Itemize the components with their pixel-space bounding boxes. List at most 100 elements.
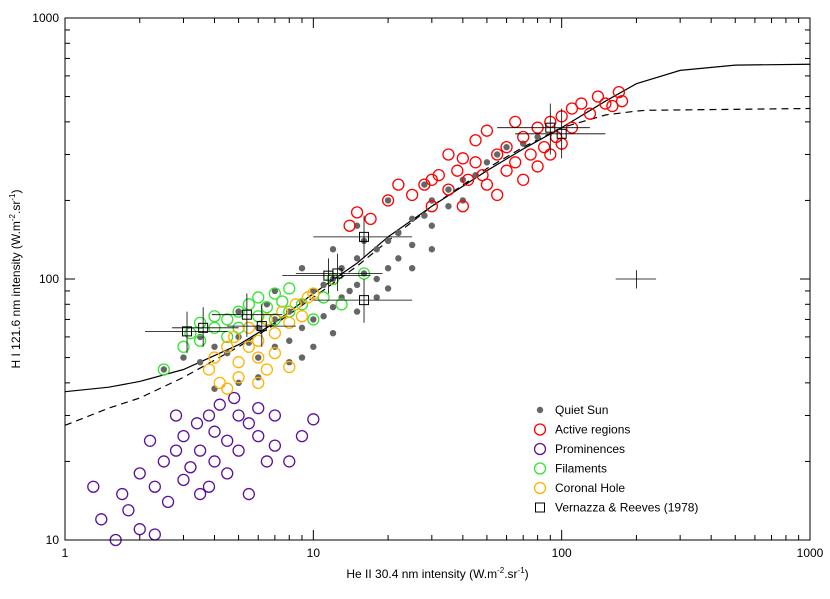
point: [184, 327, 197, 340]
point: [208, 351, 221, 364]
point: [332, 268, 343, 279]
point: [461, 173, 475, 186]
point: [534, 133, 541, 141]
point: [469, 134, 482, 147]
point: [190, 417, 204, 430]
x-tick-label: 1: [62, 546, 69, 560]
point: [256, 321, 267, 332]
point: [169, 444, 183, 457]
point: [329, 303, 337, 311]
point: [283, 360, 296, 374]
point: [193, 334, 207, 347]
point: [213, 398, 226, 411]
point: [143, 434, 157, 447]
point: [122, 504, 135, 517]
point: [283, 316, 296, 329]
legend-label: Quiet Sun: [555, 403, 608, 417]
point: [283, 455, 296, 468]
point: [432, 168, 445, 182]
point: [208, 455, 221, 468]
label-part: He II 30.4 nm intensity (W.m: [346, 567, 497, 581]
point: [177, 429, 190, 443]
point: [211, 343, 218, 350]
point: [252, 351, 265, 364]
legend-label: Filaments: [555, 462, 607, 476]
legend-label: Active regions: [555, 423, 630, 437]
point: [157, 455, 170, 468]
point: [286, 337, 293, 344]
y-tick-label: 1000: [32, 11, 59, 25]
point: [169, 409, 183, 422]
point: [310, 343, 317, 350]
point: [196, 358, 204, 366]
point: [320, 281, 327, 289]
point: [295, 429, 309, 443]
point: [384, 264, 392, 272]
point: [491, 148, 504, 161]
point: [276, 305, 289, 318]
point: [421, 212, 428, 219]
point: [350, 206, 364, 219]
point: [599, 97, 612, 110]
point: [451, 164, 464, 177]
point: [364, 212, 377, 226]
point: [317, 291, 330, 304]
point: [295, 310, 309, 323]
point: [517, 130, 530, 144]
point: [549, 130, 563, 144]
point: [395, 229, 402, 237]
point: [242, 340, 256, 353]
point: [208, 425, 221, 438]
point: [329, 246, 337, 253]
point: [268, 346, 282, 360]
point: [353, 255, 361, 262]
label-part: ): [525, 567, 529, 581]
plot-frame: [64, 17, 811, 541]
point: [252, 429, 265, 443]
point: [208, 310, 221, 323]
point: [359, 231, 370, 242]
point: [193, 444, 207, 457]
point: [255, 324, 262, 332]
point: [615, 95, 629, 108]
y-tick-label: 100: [39, 272, 59, 286]
point: [503, 143, 510, 151]
point: [408, 215, 416, 223]
fit-curve: [64, 107, 811, 426]
point: [228, 391, 241, 405]
legend-label: Prominences: [555, 442, 625, 456]
point: [268, 439, 282, 452]
point: [180, 354, 187, 361]
point: [583, 107, 597, 120]
point: [359, 295, 370, 306]
point: [373, 246, 380, 253]
point: [408, 264, 416, 272]
point: [242, 417, 256, 430]
point: [545, 122, 556, 133]
point: [260, 301, 274, 314]
point: [268, 327, 282, 340]
y-tick-label: 10: [46, 533, 60, 547]
point: [343, 219, 356, 232]
superscript: -2: [8, 213, 17, 221]
point: [531, 160, 544, 173]
point: [148, 480, 161, 493]
point: [286, 358, 293, 366]
point: [157, 363, 170, 376]
point: [445, 186, 452, 193]
point: [235, 333, 242, 341]
point: [252, 291, 265, 304]
point: [480, 178, 494, 191]
point: [395, 255, 402, 262]
point: [612, 85, 626, 99]
point: [161, 495, 175, 509]
point: [456, 152, 469, 165]
point: [469, 156, 482, 169]
point: [310, 287, 317, 295]
point: [491, 188, 504, 202]
point: [193, 487, 207, 501]
x-tick-label: 1000: [797, 546, 824, 560]
point: [456, 200, 469, 213]
point: [260, 313, 274, 326]
point: [221, 313, 234, 326]
